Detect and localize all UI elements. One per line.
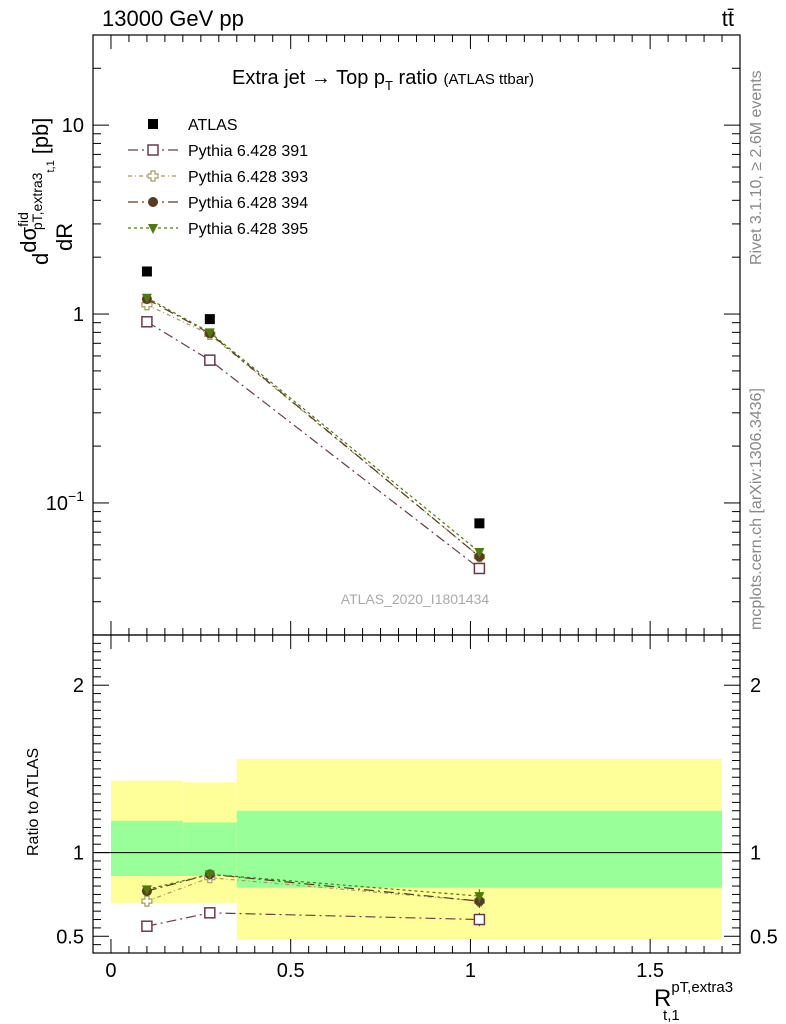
lower-y-label: Ratio to ATLAS <box>25 748 42 856</box>
x-axis-label: RpT,extra3 t,1 <box>654 979 733 1024</box>
ratio-point-p395-0 <box>141 885 152 896</box>
main-point-p395-1 <box>204 328 215 339</box>
lower-y-tick-label-left: 1 <box>73 843 84 865</box>
legend-marker-data <box>148 119 158 129</box>
legend-label-p391: Pythia 6.428 391 <box>188 143 308 160</box>
main-title: Extra jet → Top pT ratio (ATLAS ttbar) <box>232 67 534 93</box>
ylabel-d: d <box>28 253 53 265</box>
legend-label-p394: Pythia 6.428 394 <box>188 195 308 212</box>
legend-label-data: ATLAS <box>188 117 238 134</box>
main-title-small: (ATLAS ttbar) <box>443 71 534 88</box>
lower-y-tick-label-left: 2 <box>73 675 84 697</box>
legend-marker-p393 <box>147 170 159 182</box>
ratio-point-p391-0 <box>141 920 153 932</box>
band-inner-0 <box>110 820 183 877</box>
main-point-p391-1 <box>204 354 216 366</box>
ylabel-sigma: dσ <box>16 227 41 253</box>
upper-y-tick-label: 1 <box>73 304 84 326</box>
header-final-state: tt̄ <box>722 6 734 31</box>
rivet-label: Rivet 3.1.10, ≥ 2.6M events <box>748 70 765 265</box>
band-inner-2 <box>236 810 723 888</box>
x-tick-label: 1.5 <box>636 960 664 982</box>
legend-label-p393: Pythia 6.428 393 <box>188 169 308 186</box>
main-point-p391-2 <box>473 562 486 575</box>
header-process: 13000 GeV pp <box>102 6 244 31</box>
legend-entry-p395: Pythia 6.428 395 <box>128 221 308 238</box>
legend-label-p395: Pythia 6.428 395 <box>188 221 308 238</box>
main-line-p393 <box>146 304 480 558</box>
ylabel-sigma-sup: fid <box>15 212 31 227</box>
ratio-uncertainty-bands <box>110 758 723 940</box>
ratio-point-p391-1 <box>204 907 216 919</box>
main-series-p395 <box>141 293 485 559</box>
mcplots-label: mcplots.cern.ch [arXiv:1306.3436] <box>748 388 765 630</box>
legend-entry-p391: Pythia 6.428 391 <box>128 143 308 160</box>
main-title-sub: T <box>385 78 393 93</box>
legend-marker-p391 <box>147 144 159 156</box>
legend-entry-data: ATLAS <box>148 117 238 134</box>
xlabel-sup: pT,extra3 <box>671 979 733 996</box>
upper-y-label: ddσfidpT,extra3t,1 [pb] dR <box>15 118 77 265</box>
series-layer <box>141 266 486 932</box>
main-point-p395-2 <box>474 548 485 559</box>
legend: ATLAS Pythia 6.428 391 Pythia 6.428 393 Pyt… <box>128 117 308 238</box>
x-tick-label: 0.5 <box>277 960 305 982</box>
main-point-p395-0 <box>141 293 152 304</box>
ratio-point-p395-1 <box>204 870 215 881</box>
ylabel-sigma-sub: pT,extra3 <box>29 172 45 230</box>
legend-marker-p395 <box>148 224 158 234</box>
x-tick-label: 1 <box>465 960 476 982</box>
axes-layer: 0 0.5 1 1.5 10−1 1 10 0.5 0.5 1 1 2 2 <box>46 34 778 982</box>
lower-y-tick-label-right: 2 <box>750 675 761 697</box>
lower-y-tick-label-right: 0.5 <box>750 926 778 948</box>
main-series-data <box>141 266 485 529</box>
main-point-data-2 <box>474 518 485 529</box>
ylabel-denom-sub: t,1 <box>45 160 57 172</box>
main-line-p395 <box>146 297 480 553</box>
main-series-p391 <box>141 316 486 575</box>
ratio-point-p395-2 <box>474 892 485 903</box>
main-title-rest: ratio <box>393 67 437 89</box>
main-series-p393 <box>141 299 486 563</box>
x-tick-label: 0 <box>105 960 116 982</box>
upper-y-tick-label: 10 <box>62 115 84 137</box>
band-inner-1 <box>182 822 237 877</box>
lower-y-tick-label-right: 1 <box>750 843 761 865</box>
main-title-text: Extra jet → Top p <box>232 67 385 89</box>
legend-entry-p393: Pythia 6.428 393 <box>128 169 308 186</box>
main-point-p391-0 <box>141 316 153 328</box>
lower-y-tick-label-left: 0.5 <box>56 926 84 948</box>
ratio-series-p391 <box>141 907 486 932</box>
ratio-series-p395 <box>141 869 485 903</box>
ratio-point-p391-2 <box>473 913 486 926</box>
legend-marker-p394 <box>148 197 158 207</box>
main-line-p394 <box>146 298 480 558</box>
xlabel-main: R <box>654 985 671 1012</box>
upper-y-tick-label: 10−1 <box>46 488 84 515</box>
main-line-p391 <box>146 321 480 569</box>
main-point-data-1 <box>204 314 215 325</box>
analysis-watermark: ATLAS_2020_I1801434 <box>341 591 490 607</box>
svg-text:ddσfidpT,extra3t,1[pb]: ddσfidpT,extra3t,1 [pb] <box>15 118 57 265</box>
main-point-data-0 <box>141 266 152 277</box>
ylabel-denominator: dR <box>52 223 77 251</box>
ratio-point-p393-0 <box>141 895 153 907</box>
xlabel-sub: t,1 <box>663 1007 680 1024</box>
legend-entry-p394: Pythia 6.428 394 <box>128 195 308 212</box>
ylabel-unit: [pb] <box>28 118 53 155</box>
main-series-p394 <box>141 294 485 562</box>
